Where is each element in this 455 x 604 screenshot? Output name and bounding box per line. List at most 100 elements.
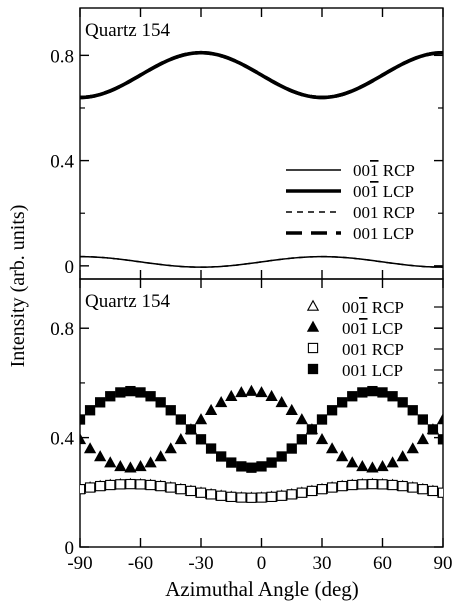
y-tick-label: 0.8 (50, 46, 74, 67)
data-point (357, 387, 368, 398)
legend-marker (307, 363, 319, 375)
data-point (436, 413, 443, 425)
bottom-panel: 0 0.4 0.8 -90 -60 -30 0 30 60 90 Quartz 154 001 RCP… (50, 278, 453, 574)
data-point (105, 391, 116, 402)
data-point (145, 479, 156, 491)
data-point (115, 387, 126, 398)
data-point (185, 485, 197, 497)
data-point (125, 385, 136, 397)
data-point (83, 442, 97, 454)
top-panel: 0 0.4 0.8 Quartz 154 001 RCP 001 LCP 001 RCP 00… (50, 7, 444, 280)
data-point (396, 450, 409, 462)
data-point (306, 485, 318, 497)
data-point (347, 479, 358, 491)
data-point (185, 424, 197, 435)
panel-label: Quartz 154 (85, 20, 170, 41)
series-line (80, 255, 443, 268)
data-point (246, 462, 257, 473)
data-point (95, 480, 106, 492)
data-point (235, 386, 248, 398)
data-point (276, 490, 287, 501)
data-point (195, 434, 207, 445)
data-point (114, 460, 127, 472)
data-point (124, 461, 137, 473)
legend-label: 001 LCP (342, 319, 403, 338)
x-tick-label: 30 (313, 553, 332, 574)
series-line (80, 50, 443, 100)
data-point (165, 482, 176, 493)
panel-label: Quartz 154 (85, 291, 170, 312)
data-point (407, 482, 418, 493)
data-point (80, 432, 87, 445)
data-point (417, 414, 428, 425)
legend-label: 001 LCP (342, 361, 403, 380)
data-point (377, 387, 388, 398)
plot-area (80, 50, 443, 268)
data-point (236, 492, 247, 503)
data-point (94, 450, 107, 462)
data-point (357, 479, 368, 490)
data-point (326, 482, 338, 493)
data-point (286, 489, 297, 500)
x-axis-label: Azimuthal Angle (deg) (165, 577, 359, 601)
data-point (265, 389, 278, 402)
data-point (95, 397, 106, 408)
data-point (175, 414, 186, 425)
data-point (336, 450, 349, 462)
data-point (387, 391, 398, 402)
data-point (286, 443, 297, 454)
data-point (194, 413, 208, 425)
legend-label: 001 RCP (353, 203, 415, 222)
data-point (256, 492, 267, 503)
data-point (437, 434, 443, 445)
data-point (397, 397, 408, 408)
data-point (165, 405, 176, 416)
legend-label: 001 LCP (353, 182, 414, 201)
data-point (80, 414, 86, 425)
legend-label: 001 RCP (342, 340, 404, 359)
x-tick-label: -90 (67, 553, 92, 574)
legend-label: 001 RCP (342, 298, 404, 317)
data-point (135, 387, 146, 398)
data-point (215, 395, 228, 408)
data-point (174, 432, 187, 445)
data-point (155, 397, 166, 408)
data-point (266, 457, 277, 468)
y-tick-label: 0 (65, 257, 75, 278)
data-point (266, 491, 277, 503)
data-point (397, 480, 408, 492)
data-point (80, 484, 86, 495)
y-tick-label: 0.8 (50, 319, 74, 340)
data-point (255, 386, 268, 398)
x-tick-label: -60 (128, 553, 153, 574)
data-point (387, 479, 398, 491)
data-point (316, 414, 328, 425)
data-point (84, 482, 96, 493)
y-tick-label: 0 (65, 538, 75, 559)
data-point (367, 385, 378, 397)
data-point (236, 461, 247, 472)
data-point (316, 484, 328, 495)
data-point (205, 443, 217, 454)
data-point (326, 405, 338, 416)
y-axis-label: Intensity (arb. units) (7, 205, 29, 368)
data-point (125, 478, 136, 490)
data-point (427, 485, 439, 497)
data-point (144, 456, 157, 468)
y-tick-label: 0.4 (50, 152, 74, 173)
series-line (80, 50, 443, 100)
data-point (275, 395, 288, 408)
data-point (296, 434, 307, 445)
data-point (347, 391, 358, 402)
data-point (164, 442, 177, 454)
data-point (406, 442, 419, 454)
legend-marker (306, 320, 320, 332)
data-point (377, 479, 388, 490)
data-point (226, 491, 237, 503)
legend-label: 001 RCP (353, 161, 415, 180)
data-point (437, 487, 443, 498)
data-point (417, 484, 428, 495)
data-point (356, 460, 369, 472)
data-point (285, 403, 298, 416)
